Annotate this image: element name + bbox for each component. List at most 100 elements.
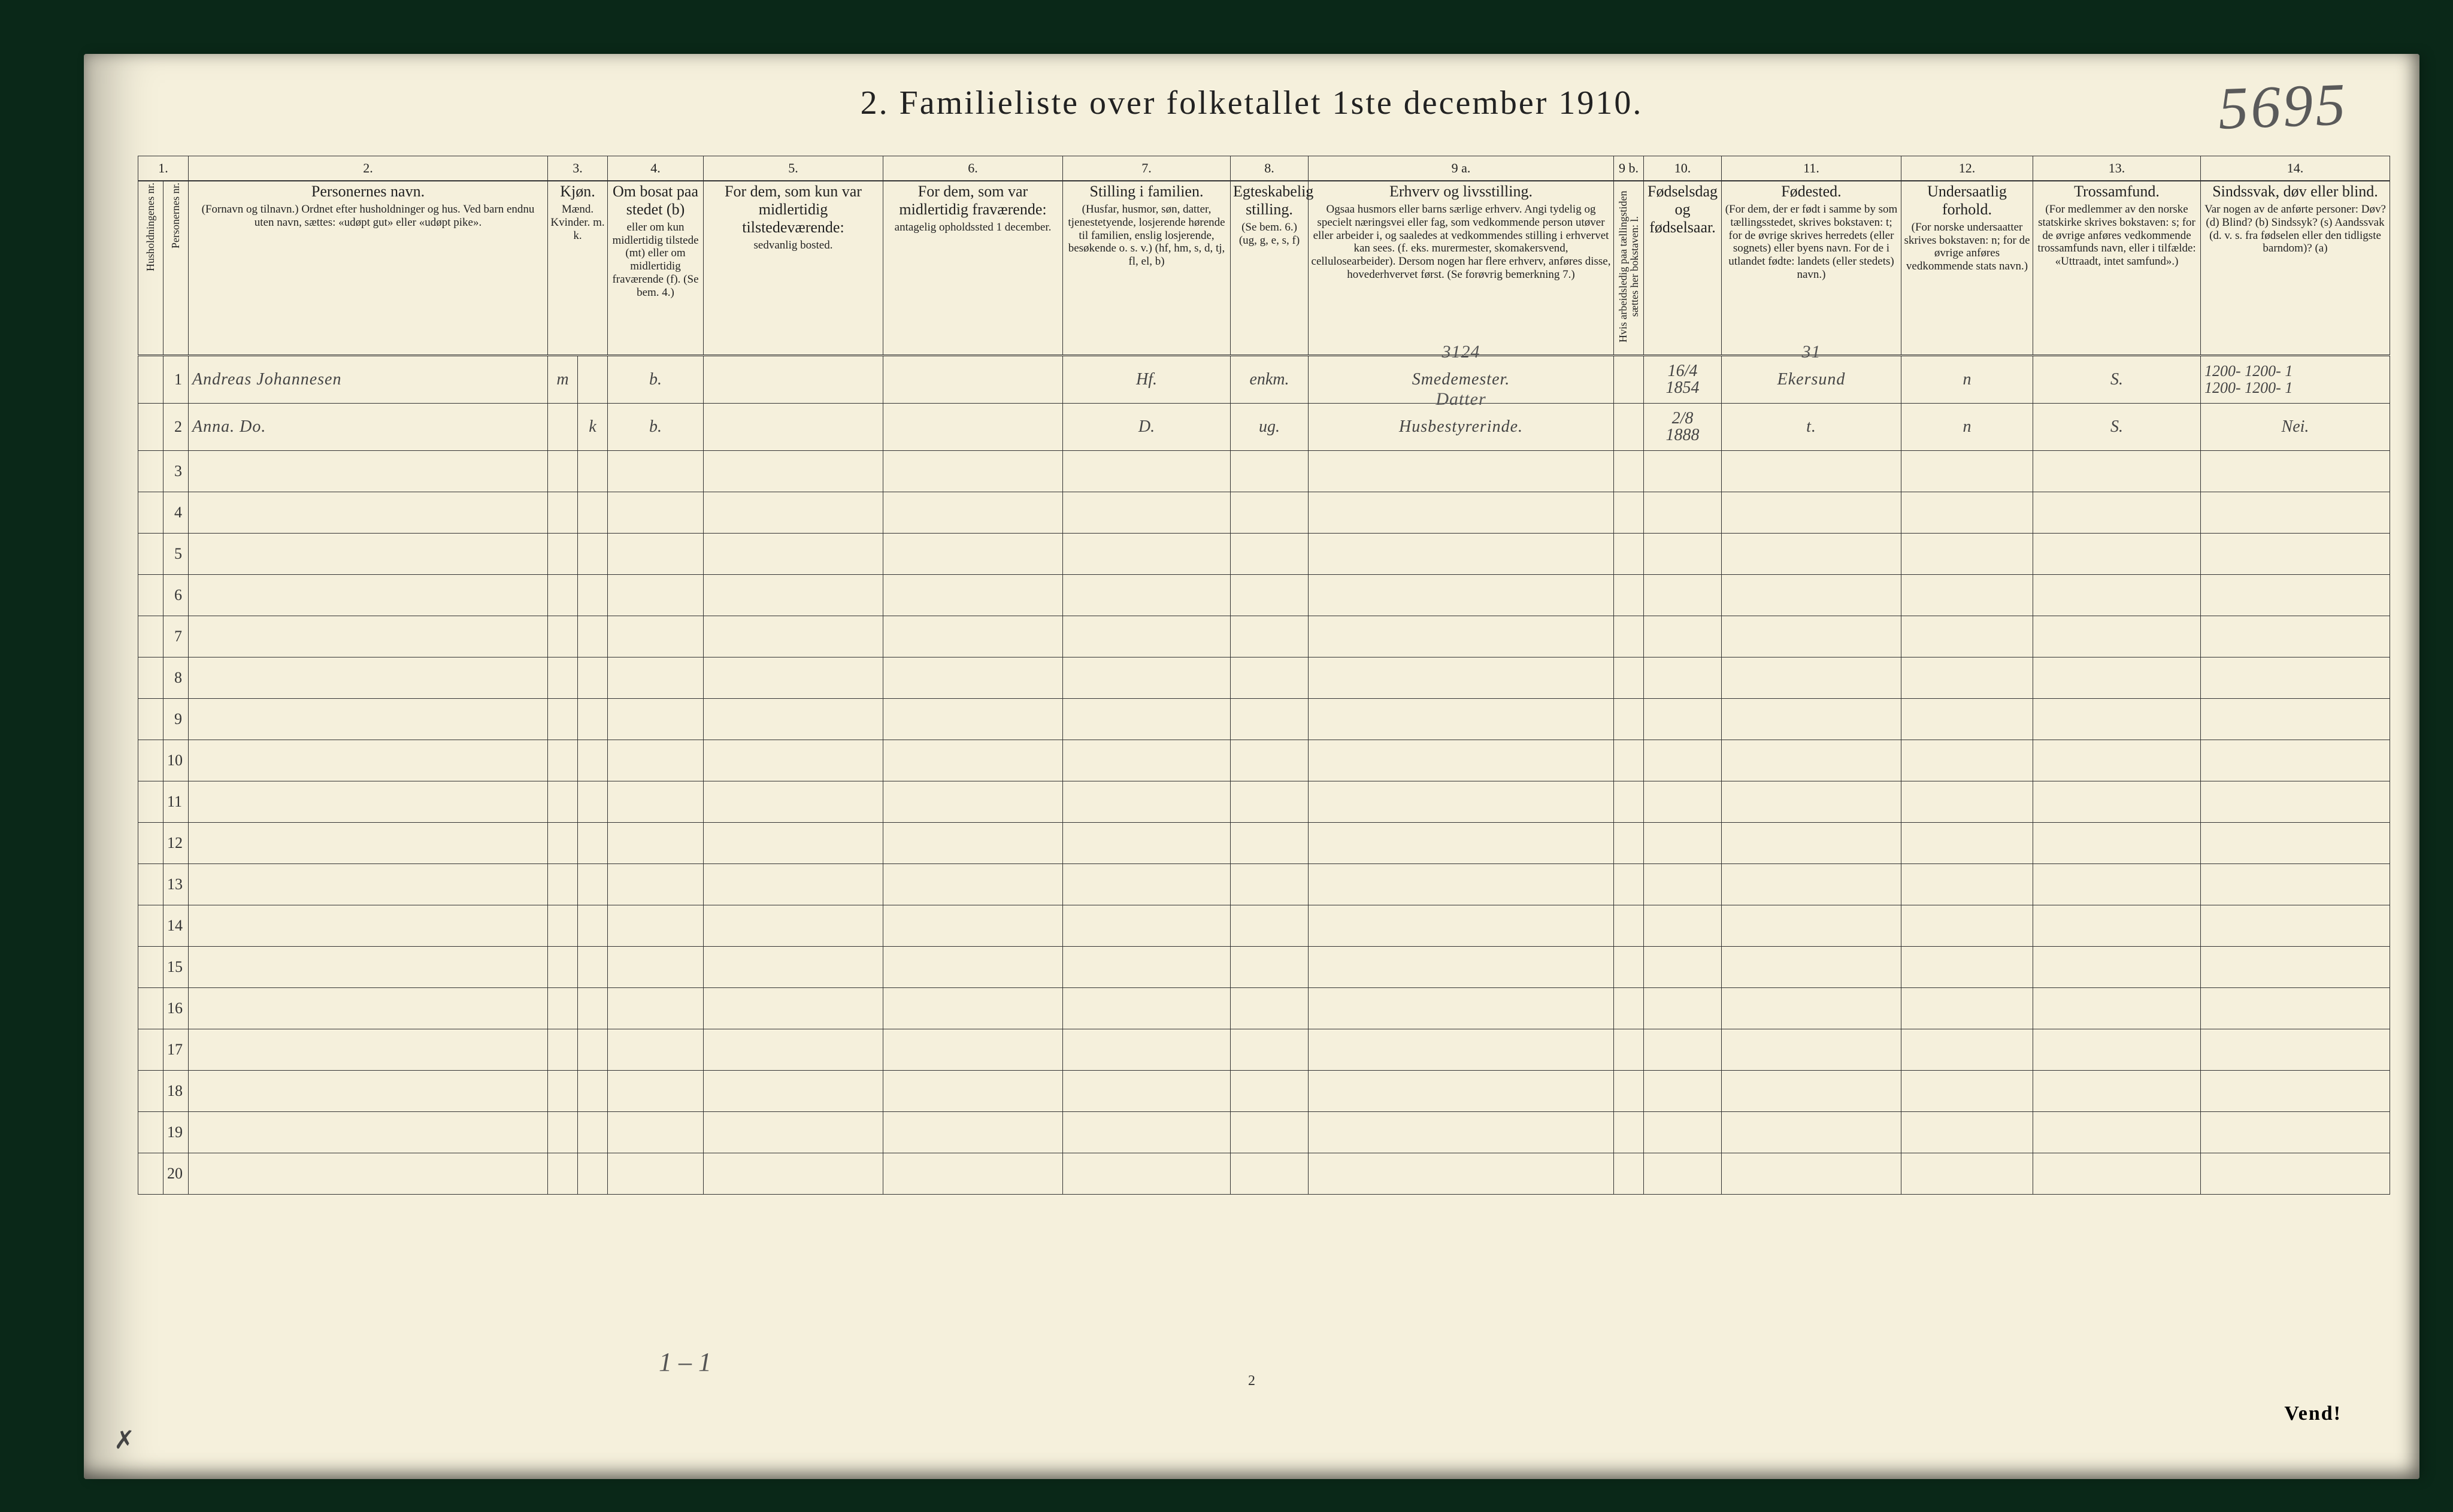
table-row: 6 (138, 575, 2390, 616)
cell-empty (2201, 699, 2390, 740)
table-row: 14 (138, 905, 2390, 947)
cell-empty (1231, 740, 1309, 781)
cell-empty (1309, 1112, 1614, 1153)
cell-empty (2033, 1153, 2201, 1195)
cell-empty (1063, 657, 1231, 699)
cell-person-no: 5 (163, 534, 189, 575)
cell-marital: enkm. (1231, 356, 1309, 404)
cell-empty (189, 1112, 548, 1153)
cell-person-no: 3 (163, 451, 189, 492)
cell-person-no: 4 (163, 492, 189, 534)
cell-empty (1309, 947, 1614, 988)
cell-empty (1309, 823, 1614, 864)
cell-empty (1309, 575, 1614, 616)
cell-empty (1644, 575, 1722, 616)
cell-empty (1063, 534, 1231, 575)
cell-empty (189, 864, 548, 905)
cell-empty (578, 451, 608, 492)
handwritten-tally: 1 – 1 (659, 1347, 711, 1377)
cell-empty (704, 1029, 883, 1071)
col-num: 5. (704, 156, 883, 181)
page-title: 2. Familieliste over folketallet 1ste de… (84, 84, 2419, 122)
cell-empty (1063, 905, 1231, 947)
cell-empty (578, 534, 608, 575)
col-head-family-position: Stilling i familien. (Husfar, husmor, sø… (1063, 181, 1231, 356)
cell-empty (2033, 823, 2201, 864)
cell-empty (608, 657, 704, 699)
cell-empty (1644, 905, 1722, 947)
cell-empty (548, 575, 578, 616)
corner-check-mark: ✗ (114, 1425, 135, 1455)
cell-unemployed (1614, 404, 1644, 451)
cell-empty (1901, 1112, 2033, 1153)
cell-empty (1231, 1112, 1309, 1153)
cell-empty (578, 657, 608, 699)
cell-empty (1901, 657, 2033, 699)
cell-family-pos: Hf. (1063, 356, 1231, 404)
cell-empty (1901, 823, 2033, 864)
cell-empty (2201, 864, 2390, 905)
cell-empty (578, 823, 608, 864)
cell-empty (548, 1071, 578, 1112)
cell-empty (1309, 616, 1614, 657)
cell-empty (1614, 864, 1644, 905)
cell-empty (883, 781, 1063, 823)
cell-empty (138, 575, 163, 616)
cell-empty (2033, 1112, 2201, 1153)
cell-empty (189, 781, 548, 823)
cell-empty (548, 740, 578, 781)
cell-empty (608, 1112, 704, 1153)
cell-empty (189, 575, 548, 616)
cell-empty (704, 1153, 883, 1195)
table-row: 16 (138, 988, 2390, 1029)
cell-empty (578, 740, 608, 781)
table-row: 2 Anna. Do. k b. D. ug. Datter Husbestyr… (138, 404, 2390, 451)
cell-empty (1722, 781, 1901, 823)
cell-disability: Nei. (2201, 404, 2390, 451)
cell-empty (2201, 616, 2390, 657)
cell-empty (548, 1029, 578, 1071)
cell-empty (1722, 492, 1901, 534)
cell-person-no: 17 (163, 1029, 189, 1071)
cell-empty (1231, 1153, 1309, 1195)
cell-empty (1231, 988, 1309, 1029)
cell-empty (1901, 699, 2033, 740)
cell-empty (1231, 1029, 1309, 1071)
cell-empty (2201, 781, 2390, 823)
col-head-household-no: Husholdningenes nr. (138, 181, 163, 356)
cell-temp-present (704, 404, 883, 451)
cell-empty (1309, 781, 1614, 823)
column-heading-row: Husholdningenes nr. Personernes nr. Pers… (138, 181, 2390, 356)
cell-empty (1309, 864, 1614, 905)
cell-empty (1644, 740, 1722, 781)
cell-empty (2201, 1029, 2390, 1071)
cell-empty (1901, 534, 2033, 575)
cell-empty (883, 1071, 1063, 1112)
cell-person-no: 10 (163, 740, 189, 781)
cell-person-no: 12 (163, 823, 189, 864)
cell-empty (1644, 451, 1722, 492)
cell-empty (608, 864, 704, 905)
cell-empty (1063, 575, 1231, 616)
cell-empty (578, 1153, 608, 1195)
occupation-text: Husbestyrerinde. (1399, 417, 1523, 436)
cell-empty (1063, 864, 1231, 905)
cell-empty (548, 988, 578, 1029)
cell-subject: n (1901, 404, 2033, 451)
cell-empty (608, 947, 704, 988)
table-row: 10 (138, 740, 2390, 781)
cell-empty (138, 616, 163, 657)
cell-empty (1722, 1112, 1901, 1153)
cell-empty (189, 534, 548, 575)
cell-empty (1644, 988, 1722, 1029)
cell-empty (2201, 492, 2390, 534)
printed-page-number: 2 (1248, 1373, 1255, 1389)
cell-empty (1063, 1029, 1231, 1071)
cell-empty (1722, 575, 1901, 616)
cell-empty (1063, 947, 1231, 988)
cell-empty (2201, 575, 2390, 616)
cell-empty (2033, 534, 2201, 575)
cell-dob: 2/8 1888 (1644, 404, 1722, 451)
col-num: 11. (1722, 156, 1901, 181)
cell-birthplace: t. (1722, 404, 1901, 451)
